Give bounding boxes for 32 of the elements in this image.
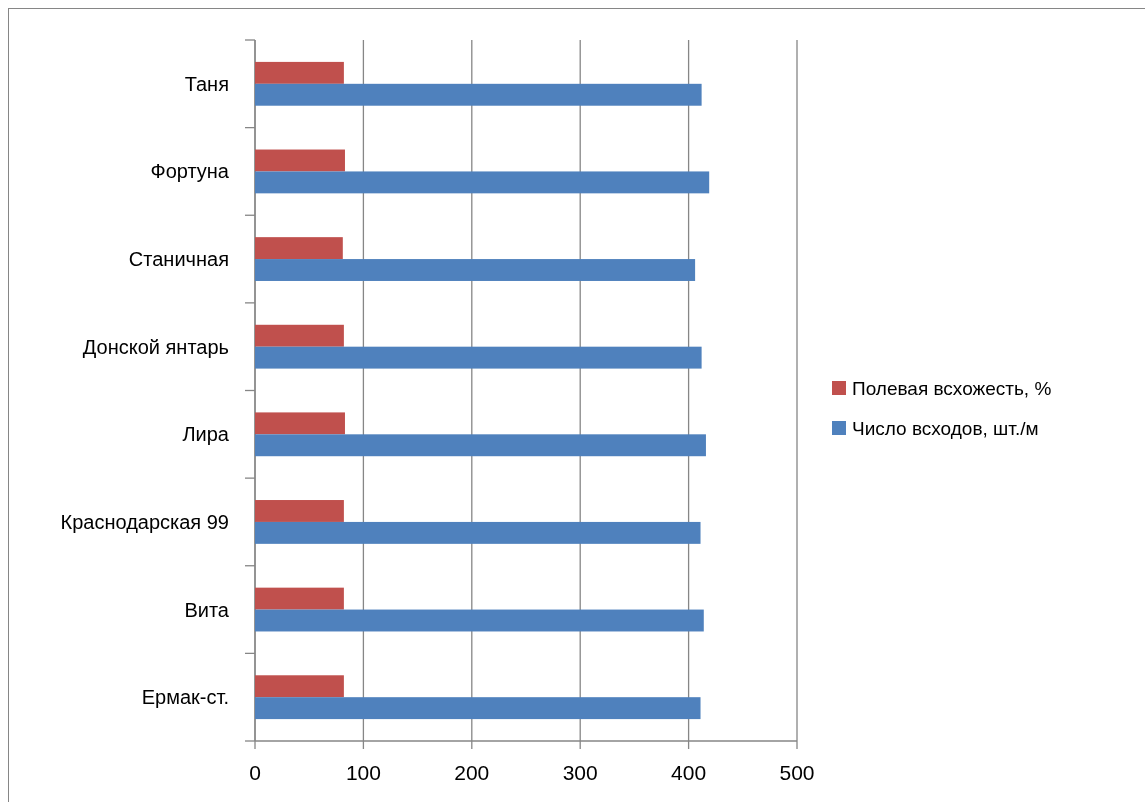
bar	[255, 434, 706, 457]
x-tick-label: 500	[779, 761, 815, 784]
bar	[255, 346, 702, 369]
y-tick-label: Фортуна	[150, 160, 230, 183]
y-tick-label: Ермак-ст.	[141, 686, 229, 709]
bar	[255, 171, 710, 194]
bar	[255, 609, 704, 632]
bar	[255, 675, 344, 698]
bar	[255, 61, 344, 84]
y-tick-label: Донской янтарь	[82, 335, 229, 358]
bar	[255, 149, 345, 172]
bar	[255, 697, 701, 720]
x-tick-label: 100	[345, 761, 381, 784]
bar	[255, 237, 343, 260]
legend-label: Полевая всхожесть, %	[852, 378, 1052, 399]
bar	[255, 83, 702, 106]
y-tick-label: Вита	[184, 598, 230, 621]
y-tick-label: Лира	[182, 423, 230, 446]
x-tick-label: 0	[249, 761, 261, 784]
bar	[255, 259, 696, 281]
x-tick-label: 400	[671, 761, 707, 784]
y-tick-label: Таня	[184, 72, 229, 95]
bar	[255, 587, 344, 610]
bar	[255, 500, 344, 522]
legend-label: Число всходов, шт./м	[852, 418, 1039, 439]
x-tick-label: 200	[454, 761, 490, 784]
y-tick-label: Станичная	[128, 248, 229, 271]
bar	[255, 412, 345, 435]
bar	[255, 521, 701, 544]
y-tick-label: Краснодарская 99	[60, 510, 229, 533]
x-tick-label: 300	[562, 761, 598, 784]
bar	[255, 324, 344, 347]
